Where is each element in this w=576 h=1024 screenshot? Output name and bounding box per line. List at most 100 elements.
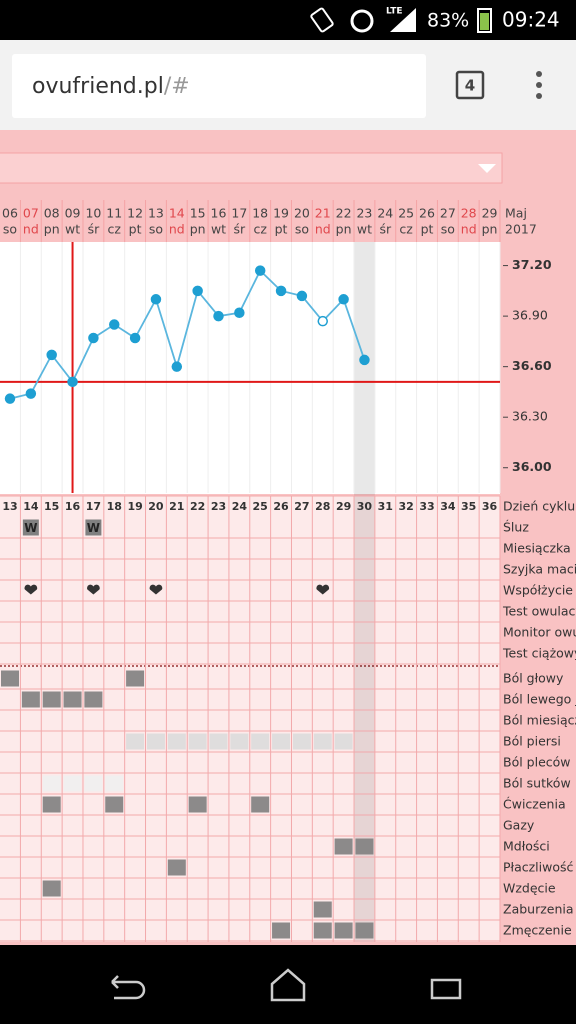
cycle-day: 16 <box>65 500 81 513</box>
symptom-mark <box>272 733 291 750</box>
cycle-day: 33 <box>419 500 434 513</box>
weekday-label: cz <box>108 222 122 237</box>
row-label: Ból głowy <box>503 671 564 686</box>
weekday-label: wt <box>211 222 226 237</box>
symptom-mark <box>84 775 103 792</box>
mucus-text: W <box>24 521 37 535</box>
row-label: Test ciążowy <box>502 646 576 661</box>
battery-percent: 83% <box>427 10 469 32</box>
tabs-button[interactable] <box>455 70 485 100</box>
temperature-point <box>213 310 224 322</box>
cycle-day: 31 <box>378 500 393 513</box>
cycle-day: 35 <box>461 500 476 513</box>
recents-button[interactable] <box>430 978 462 1000</box>
symptom-mark <box>209 733 228 750</box>
weekday-label: pt <box>275 222 288 237</box>
symptom-mark <box>334 922 353 939</box>
row-label: Wzdęcie <box>503 881 556 896</box>
cycle-day: 27 <box>294 500 309 513</box>
back-button[interactable] <box>111 975 146 1000</box>
date-label: 11 <box>106 206 122 221</box>
row-label: Dzień cyklu <box>503 499 575 514</box>
heart-mark <box>149 584 163 595</box>
symptom-mark <box>42 796 61 813</box>
weekday-label: pn <box>44 222 60 237</box>
date-label: 14 <box>169 206 185 221</box>
temperature-point <box>338 294 349 305</box>
symptom-mark <box>355 838 374 855</box>
symptom-mark <box>63 775 82 792</box>
symptom-mark <box>63 691 82 708</box>
date-label: 29 <box>482 206 498 221</box>
date-label: 21 <box>315 206 331 221</box>
date-label: 24 <box>377 206 393 221</box>
cycle-day: 29 <box>336 500 351 513</box>
temperature-point <box>129 332 141 344</box>
menu-button[interactable] <box>536 71 542 99</box>
date-label: 27 <box>440 206 456 221</box>
symptom-mark <box>251 796 270 813</box>
row-label: Ból piersi <box>503 734 561 749</box>
date-label: 10 <box>85 206 101 221</box>
temperature-point <box>296 290 308 302</box>
url-box[interactable] <box>12 54 426 118</box>
cycle-day: 36 <box>482 500 498 513</box>
temperature-point <box>88 332 99 344</box>
y-tick-label: 37.20 <box>512 257 552 272</box>
cycle-day: 19 <box>127 500 142 513</box>
y-tick-label: 36.90 <box>512 308 548 323</box>
row-label: Zaburzenia s <box>503 902 576 917</box>
cycle-day: 25 <box>253 500 268 513</box>
symptom-mark <box>334 838 353 855</box>
row-label: Współżycie <box>503 583 573 598</box>
date-label: 20 <box>294 206 310 221</box>
cycle-day: 17 <box>86 500 101 513</box>
cycle-select[interactable] <box>0 152 503 184</box>
status-bar <box>0 0 576 40</box>
temperature-point <box>192 285 203 297</box>
date-label: 17 <box>231 206 247 221</box>
select-arrow <box>478 164 496 173</box>
network-type: LTE <box>386 7 403 17</box>
weekday-label: nd <box>461 222 477 237</box>
weekday-label: so <box>295 222 309 237</box>
cycle-day: 18 <box>107 500 122 513</box>
year: 2017 <box>505 222 537 237</box>
weekday-label: so <box>3 222 17 237</box>
y-tick-label: 36.60 <box>512 358 552 373</box>
date-label: 19 <box>273 206 289 221</box>
symptom-mark <box>272 922 291 939</box>
home-button[interactable] <box>270 968 306 1002</box>
weekday-label: cz <box>253 222 267 237</box>
symptom-mark <box>292 733 311 750</box>
vibrate-icon <box>310 7 334 33</box>
cycle-day: 32 <box>398 500 413 513</box>
date-label: 22 <box>336 206 352 221</box>
battery-icon <box>477 8 492 33</box>
temperature-point <box>4 393 16 404</box>
battery-level <box>480 13 489 30</box>
cycle-day: 24 <box>232 500 248 513</box>
date-label: 18 <box>252 206 268 221</box>
row-label: Szyjka macic <box>503 562 576 577</box>
symptom-mark <box>167 859 186 876</box>
symptom-mark <box>251 733 270 750</box>
heart-mark <box>24 584 38 595</box>
date-label: 25 <box>398 206 414 221</box>
url: ovufriend.pl/# <box>32 74 190 99</box>
symptom-mark <box>188 733 207 750</box>
weekday-label: wt <box>357 222 372 237</box>
url-host: ovufriend.pl <box>32 74 164 99</box>
temperature-point <box>150 294 162 305</box>
heart-mark <box>87 584 100 595</box>
row-label: Miesiączka <box>503 541 571 556</box>
row-label: Zmęczenie <box>503 923 572 938</box>
symptom-mark <box>126 733 145 750</box>
cycle-day: 21 <box>169 500 184 513</box>
cycle-day: 22 <box>190 500 205 513</box>
temperature-point <box>67 376 78 388</box>
weekday-label: wt <box>65 222 80 237</box>
date-label: 26 <box>419 206 435 221</box>
